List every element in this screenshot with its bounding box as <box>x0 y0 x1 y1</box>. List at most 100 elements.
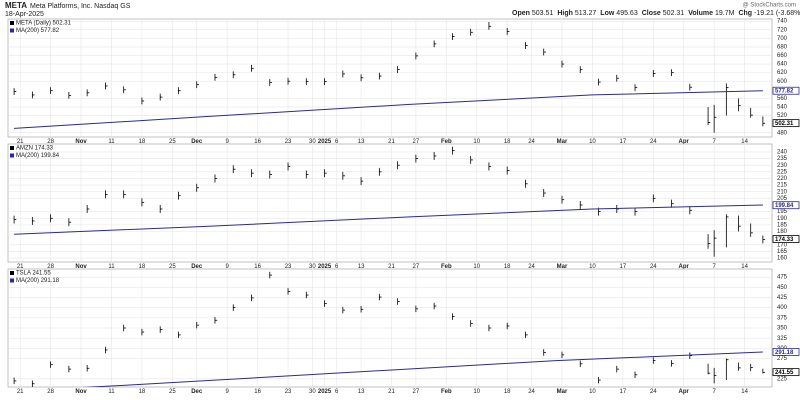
y-tick-label: 195 <box>777 209 788 215</box>
panel <box>7 143 773 263</box>
x-tick-label: 27 <box>413 389 420 395</box>
x-tick-label: Nov <box>75 139 87 145</box>
price-tag-label: 502.31 <box>775 121 794 127</box>
x-tick-label: 11 <box>108 389 115 395</box>
price-tag-label: 199.84 <box>775 203 794 209</box>
x-tick-label: 21 <box>388 389 395 395</box>
plot-area <box>13 22 766 133</box>
x-tick-label: 18 <box>139 389 146 395</box>
x-tick-label: 6 <box>335 389 339 395</box>
moving-average <box>14 90 763 129</box>
x-tick-label: 2025 <box>318 389 332 395</box>
y-tick-label: 275 <box>777 356 788 362</box>
x-tick-label: 21 <box>17 264 24 270</box>
y-tick-label: 180 <box>777 229 788 235</box>
quote-label: Volume <box>688 10 713 17</box>
quote-value: 495.63 <box>616 10 638 17</box>
legend-swatch <box>10 153 14 158</box>
legend-swatch <box>10 21 14 25</box>
x-tick-label: 9 <box>225 389 229 395</box>
x-tick-label: Feb <box>441 389 452 395</box>
x-tick-label: 21 <box>388 139 395 145</box>
y-tick-label: 225 <box>777 376 788 382</box>
price-tag-label: 291.18 <box>775 350 794 356</box>
legend-swatch <box>10 146 14 150</box>
price-tag <box>772 235 800 243</box>
x-tick-label: 14 <box>741 139 748 145</box>
panel <box>7 18 773 138</box>
y-tick-label: 600 <box>777 79 788 85</box>
x-tick-label: 30 <box>309 139 316 145</box>
price-tag <box>772 86 800 95</box>
x-tick-label: Feb <box>441 264 452 270</box>
x-tick-label: 2025 <box>318 139 332 145</box>
x-tick-label: 27 <box>413 264 420 270</box>
x-tick-label: 21 <box>17 389 24 395</box>
y-tick-label: 160 <box>777 256 788 262</box>
x-tick-label: 7 <box>712 264 716 270</box>
x-tick-label: 10 <box>589 139 596 145</box>
y-tick-label: 210 <box>777 189 788 195</box>
legend-swatch <box>10 278 14 283</box>
x-tick-label: 2025 <box>318 264 332 270</box>
x-tick-label: 30 <box>309 389 316 395</box>
y-tick-label: 475 <box>777 275 788 281</box>
x-tick-label: 7 <box>712 389 716 395</box>
x-tick-label: 23 <box>285 389 292 395</box>
x-tick-label: 10 <box>473 139 480 145</box>
x-tick-label: 21 <box>388 264 395 270</box>
plot-area <box>13 146 766 257</box>
x-tick-label: 6 <box>335 139 339 145</box>
x-tick-label: Feb <box>441 139 452 145</box>
x-tick-label: 11 <box>108 264 115 270</box>
x-tick-label: 17 <box>620 389 627 395</box>
x-tick-label: 11 <box>108 139 115 145</box>
y-tick-label: 235 <box>777 156 788 162</box>
y-tick-label: 215 <box>777 183 788 189</box>
x-tick-label: 14 <box>741 389 748 395</box>
legend-swatch <box>10 28 14 33</box>
y-tick-label: 560 <box>777 96 788 102</box>
x-tick-label: Mar <box>557 389 568 395</box>
x-tick-label: 28 <box>47 139 54 145</box>
x-tick-label: 28 <box>47 389 54 395</box>
x-tick-label: 28 <box>47 264 54 270</box>
x-tick-label: 23 <box>285 264 292 270</box>
plot-area <box>13 271 766 387</box>
y-tick-label: 700 <box>777 36 788 42</box>
x-tick-label: 6 <box>335 264 339 270</box>
price-tag-label: 241.55 <box>775 370 794 376</box>
price-tag <box>772 201 800 210</box>
y-tick-label: 325 <box>777 336 788 342</box>
x-tick-label: 23 <box>285 139 292 145</box>
y-tick-label: 620 <box>777 70 788 76</box>
price-tag-label: 174.33 <box>775 237 794 243</box>
x-tick-label: 24 <box>528 139 535 145</box>
x-tick-label: 14 <box>741 264 748 270</box>
legend-entry: MA(200) 577.82 <box>16 28 60 34</box>
y-tick-label: 740 <box>777 19 788 25</box>
x-tick-label: Apr <box>679 139 690 145</box>
x-tick-label: Nov <box>75 264 87 270</box>
quote-line: Open 503.51 High 513.27 Low 495.63 Close 502.31… <box>512 10 800 17</box>
quote-value: 19.7M <box>715 10 735 17</box>
x-tick-label: Dec <box>191 139 203 145</box>
x-tick-label: 9 <box>225 139 229 145</box>
x-tick-label: Dec <box>191 264 203 270</box>
quote-label: High <box>557 10 573 17</box>
date: 18-Apr-2025 <box>5 11 44 18</box>
x-tick-label: 27 <box>413 139 420 145</box>
x-tick-label: 17 <box>620 139 627 145</box>
quote-label: Open <box>512 10 530 17</box>
legend-entry: MA(200) 291.18 <box>16 278 60 284</box>
y-tick-label: 185 <box>777 222 788 228</box>
x-tick-label: Mar <box>557 139 568 145</box>
x-tick-label: 24 <box>528 389 535 395</box>
y-tick-label: 660 <box>777 53 788 59</box>
x-tick-label: 16 <box>254 389 261 395</box>
y-tick-label: 450 <box>777 285 788 291</box>
x-tick-label: 24 <box>650 139 657 145</box>
price-tag <box>772 119 800 128</box>
y-tick-label: 400 <box>777 305 788 311</box>
